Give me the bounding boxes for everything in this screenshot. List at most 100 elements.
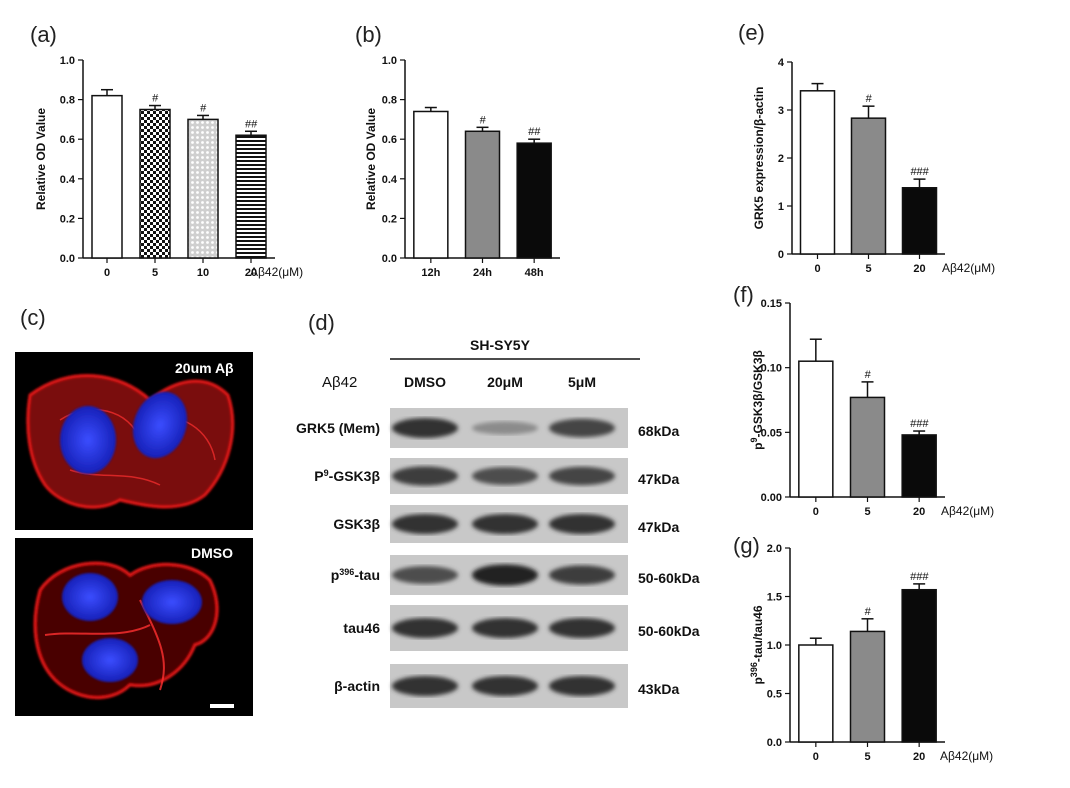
bar xyxy=(901,588,937,743)
significance-mark: # xyxy=(864,369,871,381)
protein-label: P9-GSK3β xyxy=(314,468,380,484)
blot-band xyxy=(549,676,615,696)
significance-mark: ## xyxy=(528,126,541,138)
x-tick-label: 0 xyxy=(813,506,819,518)
panel-letter-e: (e) xyxy=(738,20,765,45)
bar xyxy=(91,94,123,259)
nucleus xyxy=(142,580,202,624)
y-tick-label: 0.8 xyxy=(382,95,397,107)
bar xyxy=(799,90,836,255)
y-tick-label: 2.0 xyxy=(767,543,782,555)
protein-label: p396-tau xyxy=(331,567,380,583)
bar xyxy=(139,108,171,259)
y-axis-title: Relative OD Value xyxy=(364,108,378,210)
bar xyxy=(798,360,834,498)
y-tick-label: 0.0 xyxy=(382,253,397,265)
bar xyxy=(849,630,886,743)
y-tick-label: 0.05 xyxy=(761,427,782,439)
chart-g: 0.0 0.5 1.0 1.5 2.0 p396-tau/tau46 0 #5 ### 20 Aβ4… xyxy=(749,543,993,763)
x-unit-label: Aβ42(μM) xyxy=(940,749,993,763)
x-tick-label: 48h xyxy=(525,267,544,279)
protein-label: GSK3β xyxy=(333,516,380,532)
x-tick-label: 5 xyxy=(864,506,870,518)
bar xyxy=(850,117,887,255)
significance-mark: ## xyxy=(245,118,258,130)
blot-band xyxy=(472,421,538,435)
x-unit-label: Aβ42(μM) xyxy=(942,261,995,275)
y-axis-title: GRK5 expression/β-actin xyxy=(752,87,766,230)
blot-band xyxy=(392,418,458,438)
x-tick-label: 12h xyxy=(421,267,440,279)
blot-band xyxy=(472,676,538,696)
panel-letter-a: (a) xyxy=(30,22,57,47)
x-tick-label: 20 xyxy=(913,506,925,518)
y-tick-label: 0.0 xyxy=(767,737,782,749)
blot-band xyxy=(549,418,615,438)
x-tick-label: 5 xyxy=(865,263,871,275)
x-tick-label: 0 xyxy=(813,751,819,763)
nucleus xyxy=(132,391,188,459)
panel-letter-c: (c) xyxy=(20,305,46,330)
y-tick-label: 0.00 xyxy=(761,492,782,504)
band-size-label: 43kDa xyxy=(638,681,679,697)
chart-b: 0.0 0.2 0.4 0.6 0.8 1.0 Relative OD Value 12h #2… xyxy=(364,55,560,279)
y-tick-label: 0.6 xyxy=(382,134,397,146)
blot-band xyxy=(549,466,615,486)
x-tick-label: 20 xyxy=(913,751,925,763)
x-tick-label: 10 xyxy=(197,267,209,279)
blot-band xyxy=(472,514,538,534)
blot-band xyxy=(549,565,615,585)
band-size-label: 68kDa xyxy=(638,423,679,439)
y-axis-title: p9-GSK3β/GSK3β xyxy=(749,350,765,450)
y-tick-label: 0.15 xyxy=(761,298,782,310)
y-tick-label: 3 xyxy=(778,105,784,117)
blot-band xyxy=(549,514,615,534)
x-tick-label: 0 xyxy=(104,267,110,279)
blot-band xyxy=(392,466,458,486)
bar xyxy=(849,396,886,498)
nucleus xyxy=(82,638,138,682)
micrograph-bottom-label: DMSO xyxy=(191,545,233,561)
x-tick-label: 0 xyxy=(814,263,820,275)
y-tick-label: 0.0 xyxy=(60,253,75,265)
cell-line-label: SH-SY5Y xyxy=(470,337,531,353)
y-axis-title: p396-tau/tau46 xyxy=(749,605,765,684)
panel-letter-b: (b) xyxy=(355,22,382,47)
panel-letter-f: (f) xyxy=(733,282,754,307)
bar xyxy=(464,130,501,259)
x-unit-label: Aβ42(μM) xyxy=(250,265,303,279)
band-size-label: 50-60kDa xyxy=(638,570,700,586)
scale-bar xyxy=(210,704,234,708)
chart-a: 0.0 0.2 0.4 0.6 0.8 1.0 Relative OD Value 0 #5 #1… xyxy=(34,55,303,279)
chart-f: 0.00 0.05 0.10 0.15 p9-GSK3β/GSK3β 0 #5 ### 20 Aβ… xyxy=(749,298,994,518)
bar xyxy=(901,187,938,255)
y-tick-label: 0.2 xyxy=(382,213,397,225)
significance-mark: ### xyxy=(910,418,929,430)
y-tick-label: 0 xyxy=(778,249,784,261)
bar xyxy=(516,142,552,259)
significance-mark: # xyxy=(865,93,872,105)
bar xyxy=(413,110,449,259)
y-tick-label: 0.4 xyxy=(60,174,76,186)
blot-band xyxy=(392,566,458,584)
blot-band xyxy=(472,618,538,638)
lane-label: 5μM xyxy=(568,374,596,390)
lane-label: DMSO xyxy=(404,374,446,390)
lane-label: 20μM xyxy=(487,374,523,390)
panel-letter-d: (d) xyxy=(308,310,335,335)
x-tick-label: 5 xyxy=(864,751,870,763)
y-tick-label: 0.5 xyxy=(767,689,782,701)
chart-e: 0 1 2 3 4 GRK5 expression/β-actin 0 #5 ### 20 Aβ42… xyxy=(752,57,995,275)
blot-band xyxy=(472,467,538,485)
y-tick-label: 1 xyxy=(778,201,784,213)
y-tick-label: 0.6 xyxy=(60,134,75,146)
band-size-label: 47kDa xyxy=(638,471,679,487)
blot-band xyxy=(392,618,458,638)
x-tick-label: 20 xyxy=(245,267,257,279)
y-tick-label: 4 xyxy=(778,57,785,69)
y-tick-label: 0.10 xyxy=(761,363,782,375)
blot-band xyxy=(472,564,538,586)
x-tick-label: 24h xyxy=(473,267,492,279)
y-tick-label: 1.0 xyxy=(382,55,397,67)
